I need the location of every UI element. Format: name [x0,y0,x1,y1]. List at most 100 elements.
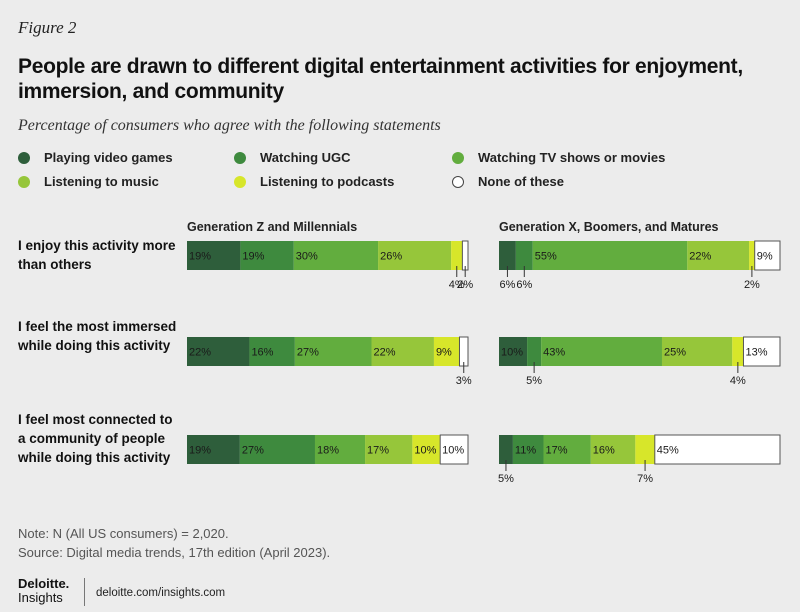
bar-segment-none [654,434,781,465]
bar-segment-music [661,337,733,366]
bar-value-label: 22% [373,347,395,359]
bar-segment-video-games [499,435,513,464]
legend-item-podcasts: Listening to podcasts [234,174,394,189]
bar-value-label: 5% [526,375,542,387]
bar-value-label: 7% [637,473,653,485]
bar-value-label: 27% [242,445,264,457]
legend-swatch-podcasts [234,175,246,188]
bar-segment-ugc [527,337,542,366]
bar-value-label: 3% [456,375,472,387]
group-title-genx-boomers: Generation X, Boomers, and Matures [499,220,719,234]
brand-sub: Insights [18,590,63,605]
bar-segment-podcasts [451,241,463,270]
legend-swatch-video-games [18,151,30,164]
bar-segment-none [754,240,781,271]
legend-item-tv: Watching TV shows or movies [452,150,665,165]
bar-segment-tv [532,241,688,270]
bar-segment-video-games [187,337,250,366]
brand-name: Deloitte. [18,576,70,591]
source-text: Source: Digital media trends, 17th editi… [18,545,331,560]
bar-segment-tv [314,435,366,464]
bar-value-label: 17% [546,445,568,457]
chart-subtitle: Percentage of consumers who agree with t… [18,117,441,134]
legend-swatch-tv [452,151,464,164]
deloitte-logo: Deloitte. Insights [18,577,69,605]
bar-segment-tv [541,337,662,366]
bar-value-label: 2% [457,279,473,291]
legend-swatch-none [452,175,464,188]
figure-label: Figure 2 [18,18,77,37]
legend-swatch-music [18,175,30,188]
bar-segment-music [365,435,413,464]
group-title-genz-millennials: Generation Z and Millennials [187,220,358,234]
bar-value-label: 19% [242,251,264,263]
legend-label: Watching UGC [260,150,351,165]
bar-value-label: 55% [535,251,557,263]
bar-segment-video-games [187,435,240,464]
bar-value-label: 10% [414,445,436,457]
bar-value-label: 45% [657,445,679,457]
bar-segment-music [590,435,636,464]
bar-value-label: 13% [745,347,767,359]
bar-segment-tv [293,241,379,270]
legend-label: Listening to podcasts [260,174,395,189]
bar-segment-ugc [239,435,315,464]
bar-value-label: 22% [189,347,211,359]
bar-segment-none [461,240,469,271]
row-label-immersed: I feel the most immersed while doing thi… [18,319,177,353]
brand-divider [84,578,85,606]
bar-value-label: 10% [442,445,464,457]
legend-swatch-ugc [234,151,246,164]
bar-value-label: 9% [436,347,452,359]
legend-label: None of these [478,174,564,189]
bar-value-label: 30% [296,251,318,263]
chart-title: People are drawn to different digital en… [18,55,743,103]
bar-value-label: 27% [297,347,319,359]
bar-segment-none [742,336,781,367]
bar-segment-tv [543,435,591,464]
note-text: Note: N (All US consumers) = 2,020. [18,526,229,541]
bar-value-label: 2% [744,279,760,291]
legend-item-none: None of these [452,174,564,189]
bar-value-label: 19% [189,251,211,263]
bar-segment-video-games [187,241,241,270]
brand-url: deloitte.com/insights.com [96,587,226,599]
bar-segment-none [458,336,469,367]
bar-segment-ugc [249,337,295,366]
row-label-community: I feel most connected to a community of … [18,412,173,465]
bar-value-label: 19% [189,445,211,457]
bar-segment-podcasts [635,435,655,464]
bar-segment-music [378,241,452,270]
bar-value-label: 4% [730,375,746,387]
bar-segment-none [439,434,469,465]
bar-value-label: 22% [689,251,711,263]
bar-segment-ugc [240,241,294,270]
bar-segment-podcasts [732,337,744,366]
bar-value-label: 18% [317,445,339,457]
bar-segment-ugc [512,435,544,464]
bar-value-label: 6% [516,279,532,291]
bar-value-label: 5% [498,473,514,485]
bar-value-label: 9% [757,251,773,263]
bar-segment-ugc [515,241,533,270]
bar-segment-music [687,241,750,270]
bar-value-label: 43% [543,347,565,359]
bar-segment-music [371,337,434,366]
bar-segment-podcasts [749,241,755,270]
bar-segment-podcasts [433,337,460,366]
legend-item-music: Listening to music [18,174,159,189]
bar-segment-video-games [499,337,528,366]
bar-value-label: 6% [499,279,515,291]
bar-value-label: 25% [664,347,686,359]
legend-label: Watching TV shows or movies [478,150,666,165]
bar-value-label: 16% [593,445,615,457]
bar-value-label: 10% [501,347,523,359]
bar-value-label: 26% [380,251,402,263]
bar-value-label: 4% [449,279,465,291]
bar-segment-tv [294,337,372,366]
bar-value-label: 11% [515,445,536,457]
row-label-enjoy: I enjoy this activity more than others [18,238,176,272]
legend-label: Listening to music [44,174,159,189]
legend-item-video-games: Playing video games [18,150,173,165]
